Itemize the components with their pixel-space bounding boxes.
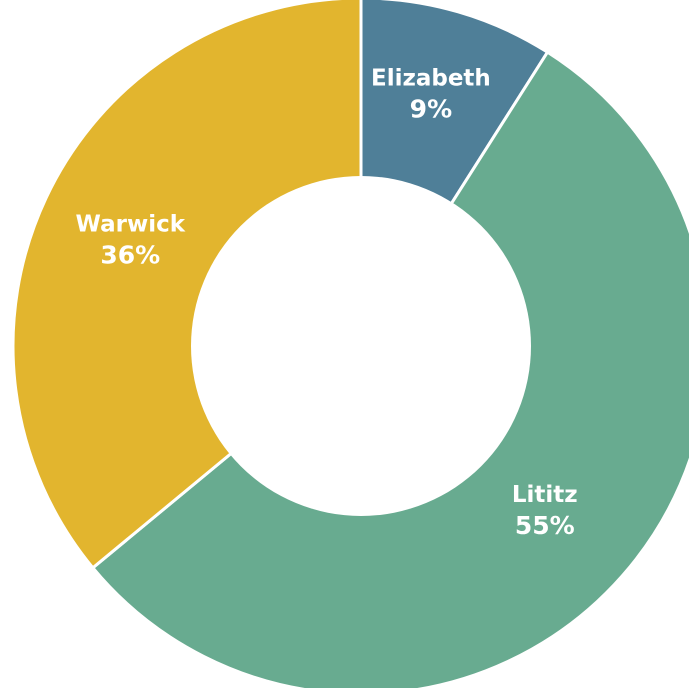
slice-value-label: 9% (410, 95, 452, 124)
slice-name-label: Elizabeth (371, 66, 491, 92)
slice-label-lititz: Lititz 55% (512, 482, 578, 540)
slice-label-warwick: Warwick 36% (76, 211, 186, 269)
donut-hole (191, 176, 531, 516)
slice-value-label: 55% (515, 511, 575, 540)
slice-name-label: Lititz (512, 482, 578, 508)
slice-value-label: 36% (100, 240, 160, 269)
slice-labels: Elizabeth 9% Lititz 55% Warwick 36% (76, 66, 578, 541)
slice-name-label: Warwick (76, 211, 186, 237)
slice-warwick (11, 0, 363, 570)
slice-label-elizabeth: Elizabeth 9% (371, 66, 491, 124)
